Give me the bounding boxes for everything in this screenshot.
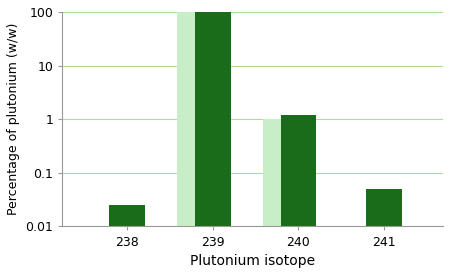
Bar	[109, 205, 145, 275]
X-axis label: Plutonium isotope: Plutonium isotope	[190, 254, 315, 268]
Bar	[366, 189, 402, 275]
Bar	[195, 12, 231, 275]
Bar	[177, 12, 213, 275]
Y-axis label: Percentage of plutonium (w/w): Percentage of plutonium (w/w)	[7, 23, 20, 215]
Bar	[262, 119, 298, 275]
Bar	[280, 115, 316, 275]
